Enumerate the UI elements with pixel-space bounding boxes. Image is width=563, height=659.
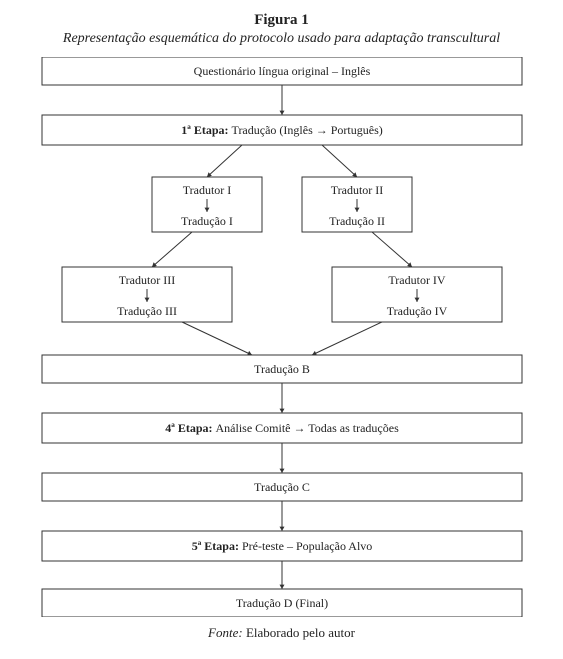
svg-text:Tradutor III: Tradutor III (118, 273, 175, 287)
flowchart-diagram: Questionário língua original – Inglês 1ª … (12, 57, 551, 617)
node-tradC: Tradução C (42, 473, 522, 501)
source-text: Elaborado pelo autor (246, 625, 355, 640)
node-etapa1: 1ª Etapa: Tradução (Inglês → Português) (42, 115, 522, 145)
figure-subtitle: Representação esquemática do protocolo u… (12, 31, 551, 47)
node-trIII: Tradutor III Tradução III (62, 267, 232, 322)
svg-text:Tradução IV: Tradução IV (386, 304, 447, 318)
node-trII: Tradutor II Tradução II (302, 177, 412, 232)
node-tradD: Tradução D (Final) (42, 589, 522, 617)
node-trI: Tradutor I Tradução I (152, 177, 262, 232)
node-orig: Questionário língua original – Inglês (42, 57, 522, 85)
source-label: Fonte: (208, 625, 243, 640)
flowchart-edges (152, 85, 412, 589)
svg-text:Tradutor I: Tradutor I (182, 183, 231, 197)
svg-text:Questionário língua original –: Questionário língua original – Inglês (193, 64, 370, 78)
figure-source: Fonte: Elaborado pelo autor (12, 625, 551, 641)
svg-text:Tradução D (Final): Tradução D (Final) (235, 596, 327, 610)
figure-label: Figura 1 (12, 12, 551, 29)
node-etapa5: 5ª Etapa: Pré-teste – População Alvo (42, 531, 522, 561)
node-tradB: Tradução B (42, 355, 522, 383)
svg-text:1ª Etapa: Tradução (Inglês → P: 1ª Etapa: Tradução (Inglês → Português) (181, 123, 382, 137)
svg-text:Tradução III: Tradução III (117, 304, 177, 318)
svg-text:Tradutor II: Tradutor II (330, 183, 383, 197)
figure-title: Figura 1 Representação esquemática do pr… (12, 12, 551, 47)
svg-text:Tradução I: Tradução I (181, 214, 233, 228)
svg-text:Tradutor IV: Tradutor IV (388, 273, 446, 287)
svg-text:4ª Etapa: Análise Comitê → Tod: 4ª Etapa: Análise Comitê → Todas as trad… (165, 421, 399, 435)
flowchart-nodes: Questionário língua original – Inglês 1ª … (42, 57, 522, 617)
svg-text:5ª Etapa: Pré-teste – Populaçã: 5ª Etapa: Pré-teste – População Alvo (191, 539, 372, 553)
svg-text:Tradução C: Tradução C (254, 480, 310, 494)
svg-text:Tradução B: Tradução B (254, 362, 310, 376)
node-trIV: Tradutor IV Tradução IV (332, 267, 502, 322)
svg-text:Tradução II: Tradução II (329, 214, 385, 228)
node-etapa4: 4ª Etapa: Análise Comitê → Todas as trad… (42, 413, 522, 443)
